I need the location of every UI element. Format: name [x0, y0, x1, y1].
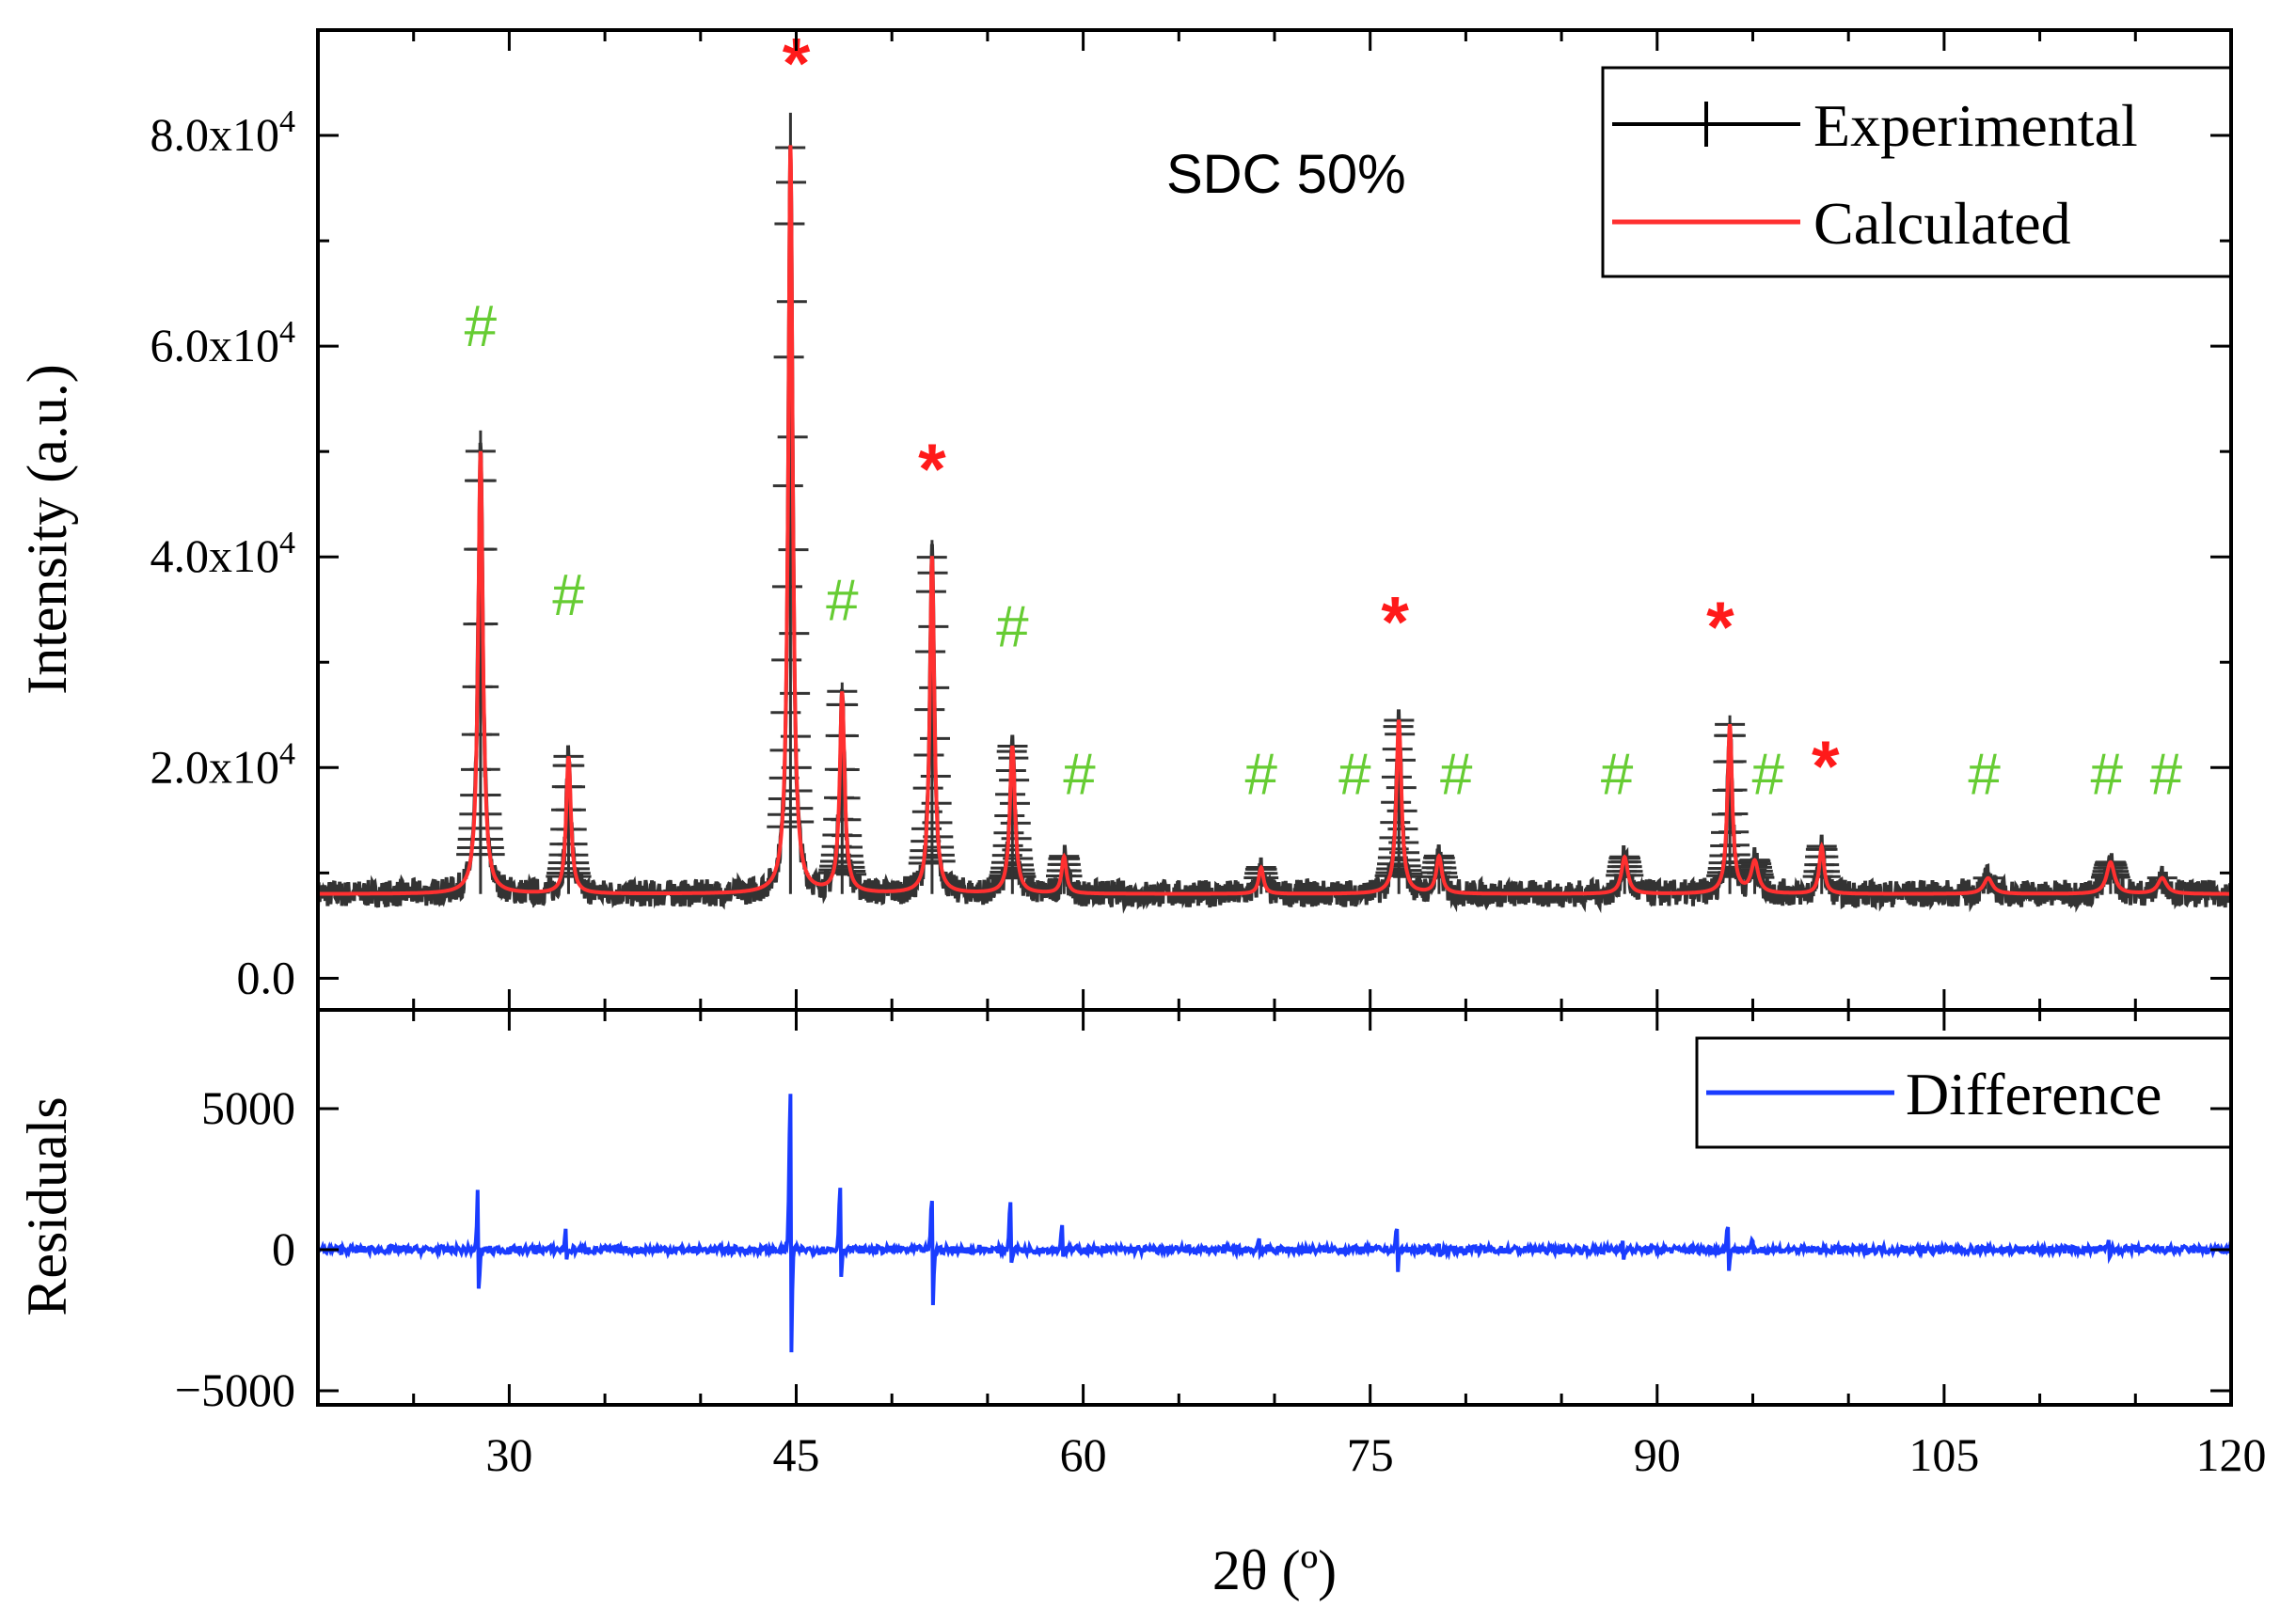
top-y-tick-label: 8.0x104	[150, 104, 296, 161]
x-tick-label: 120	[2196, 1428, 2267, 1481]
difference-line	[318, 1094, 2231, 1353]
bottom-plot-frame	[316, 1008, 2233, 1407]
legend-calculated-label: Calculated	[1813, 190, 2071, 257]
x-axis-title: 2θ (º)	[1212, 1539, 1337, 1601]
phase-marker-hash: #	[2150, 742, 2183, 807]
phase-marker-star: *	[1706, 588, 1734, 668]
bottom-y-tick-label: −5000	[175, 1363, 295, 1416]
top-y-tick-label: 6.0x104	[150, 315, 296, 371]
x-tick-label: 45	[773, 1428, 820, 1481]
top-y-axis-title: Intensity (a.u.)	[16, 364, 78, 695]
phase-marker-star: *	[918, 430, 946, 510]
bottom-legend: Difference	[1695, 1036, 2233, 1149]
top-y-axis: 0.0 2.0x104 4.0x104 6.0x104 8.0x104	[150, 104, 2231, 1003]
legend-difference-label: Difference	[1906, 1061, 2161, 1127]
x-tick-label: 90	[1634, 1428, 1681, 1481]
bottom-y-tick-label: 0	[272, 1222, 295, 1275]
phase-marker-hash: #	[996, 594, 1029, 659]
phase-marker-hash: #	[1752, 742, 1785, 807]
x-tick-label: 60	[1060, 1428, 1107, 1481]
phase-markers: ##*#*## # #*# #*# * # # #	[465, 24, 2183, 808]
top-legend: Experimental Calculated	[1601, 66, 2233, 278]
x-tick-label: 75	[1347, 1428, 1394, 1481]
bottom-y-axis: −5000 0 5000	[175, 1081, 2231, 1416]
phase-marker-hash: #	[465, 294, 498, 359]
top-panel: ##*#*## # #*# #*# * # # # SDC 50% Experimental …	[16, 24, 2233, 1003]
experimental-line	[318, 145, 2231, 914]
phase-marker-hash: #	[1063, 742, 1096, 807]
phase-marker-hash: #	[1245, 742, 1278, 807]
phase-marker-hash: #	[1338, 742, 1371, 807]
phase-marker-hash: #	[826, 568, 859, 633]
phase-marker-star: *	[1381, 582, 1409, 662]
bottom-y-axis-title: Residuals	[16, 1096, 78, 1316]
phase-marker-hash: #	[2091, 742, 2124, 807]
top-y-tick-label: 2.0x104	[150, 736, 296, 793]
bottom-panel: Difference −5000 0 5000 30 45 60 75 90 105 120 R…	[16, 30, 2267, 1601]
phase-marker-hash: #	[1601, 742, 1634, 807]
phase-marker-hash: #	[552, 563, 585, 628]
calculated-line	[318, 145, 2231, 896]
legend-experimental-swatch	[1612, 102, 1800, 147]
top-y-tick-label: 4.0x104	[150, 526, 296, 582]
bottom-y-tick-label: 5000	[201, 1081, 295, 1134]
x-tick-label: 30	[485, 1428, 532, 1481]
top-y-tick-label: 0.0	[237, 951, 296, 1003]
phase-marker-hash: #	[1968, 742, 2001, 807]
legend-experimental-label: Experimental	[1813, 92, 2138, 159]
sample-annotation: SDC 50%	[1166, 144, 1406, 205]
phase-marker-star: *	[1812, 727, 1840, 807]
phase-marker-hash: #	[1440, 742, 1473, 807]
x-tick-label: 105	[1908, 1428, 1979, 1481]
